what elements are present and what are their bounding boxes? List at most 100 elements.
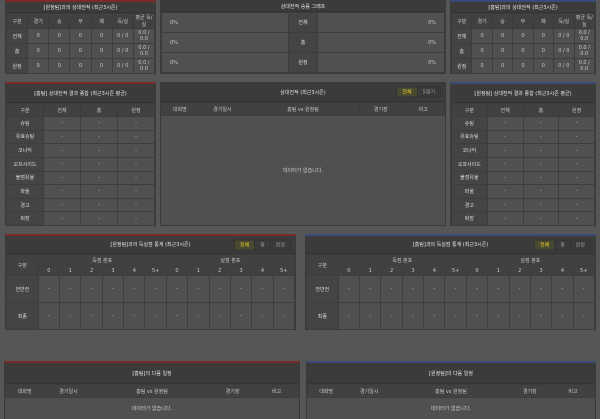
panel-title-text: [홈팀]의 다음 일정 [132,370,172,377]
cell: 최종 [6,302,39,330]
cell: 0 / 0 [553,43,575,59]
cell: - [208,275,231,303]
cell: - [80,170,118,186]
cell: 0.0 / 0.0 [132,58,156,74]
win-rate-graph-panel: 상대전적 승률 그래프 0% 전체 0% 0% 홈 0% 0% 원정 0% [160,0,446,74]
cell: - [558,184,595,199]
panel-title: 상대전적 승률 그래프 [161,1,445,12]
cell: - [558,143,595,158]
home-win-rate: 0% [160,12,290,33]
cell: 유효슈팅 [6,129,44,145]
tab-2[interactable]: 원정 [269,240,290,249]
group-header: 실점 분포 [465,254,596,266]
column-header: 구분 [450,13,473,29]
tab-1[interactable]: 홈 [554,240,570,249]
cell: - [43,143,81,158]
cell: - [465,302,489,330]
column-header: 경기 [471,13,493,29]
tab-2[interactable]: 원정 [569,240,590,249]
column-header: 평균 득/실 [573,13,596,29]
column-header: 경기장 [507,384,552,398]
table-row: 파울 - - - [451,184,595,199]
cell: 0.0 / 0.0 [573,28,596,44]
panel-title: [홈팀]의 다음 일정 [5,363,299,384]
cell: 슈팅 [451,116,488,131]
win-rate-row: 0% 홈 0% [160,32,446,53]
cell: 코너킥 [6,143,44,158]
home-next-schedule-panel: [홈팀]의 다음 일정 대회명 경기일시 홈팀 vs 원정팀 경기장 비고 데이터가 없습니… [4,361,300,419]
column-header: 대회명 [4,384,45,398]
cell: - [80,116,118,131]
table-row: 경고 - - - [6,197,155,213]
cell: - [558,116,595,131]
cell: - [508,302,531,330]
cell: - [486,116,524,131]
cell: 전체 [5,28,29,44]
cell: 0 [491,58,514,74]
goal-count-header: 3 [101,265,125,276]
cell: - [522,170,560,186]
cell: - [337,302,361,330]
filter-tabs: 전체 5경기 [396,86,441,98]
cell: - [486,211,524,226]
table-row: 슈팅 - - - [451,116,595,131]
row-label-header: 구분 [6,254,39,276]
away-summary-panel: [원정팀] 상대전적 결과 종합 (최근3시즌 평균) 구분 전체 홈 원정 슈팅 - - - 유… [450,82,596,226]
cell: - [43,197,81,213]
cell: - [522,184,560,199]
cell: 퇴장 [451,211,488,226]
cell: - [80,211,118,226]
panel-title: [원정팀]과의 득실점 통계 (최근3시즌) 전체 홈 원정 [6,236,295,254]
column-header: 대회명 [161,102,199,116]
cell: - [117,170,155,186]
cell: - [444,275,467,303]
cell: - [80,275,103,303]
h2h-matches-panel: 상대전적 (최근3시즌) 전체 5경기 대회명 경기일시 홈팀 vs 원정팀 경기장 비고 데이… [160,82,446,226]
away-win-rate: 0% [316,12,446,33]
goal-count-header: 1 [359,265,382,276]
tab-1[interactable]: 5경기 [416,87,440,97]
row-label: 전체 [288,12,318,33]
cell: - [572,302,596,330]
panel-title-text: [홈팀]과의 상대전적 (최근3시즌) [488,4,558,11]
cell: 0 [27,58,50,74]
cell: 원정 [5,58,29,74]
cell: 0 / 0 [111,28,134,44]
cell: - [522,129,560,145]
column-header: 패 [90,13,113,29]
tab-0[interactable]: 전체 [234,240,255,249]
table-row: 퇴장 - - - [451,211,595,226]
home-goals-panel: [홈팀]과의 득실점 통계 (최근3시즌) 전체 홈 원정 구분 득점 분포 실점 분포 0 1… [305,234,596,330]
cell: - [572,275,596,303]
table-row: 볼점유율 - - - [6,170,155,186]
table-row: 전체 0 0 0 0 0 / 0 0.0 / 0.0 [450,28,596,44]
column-header: 홈팀 vs 원정팀 [245,102,361,116]
tab-0[interactable]: 전체 [397,87,417,97]
cell: - [144,275,167,303]
cell: 최종 [306,302,339,330]
table-row: 최종 - - - - - - - - - - - - [6,302,296,330]
cell: - [423,275,446,303]
column-header: 패 [532,13,555,29]
goal-count-header: 4 [551,265,574,276]
cell: 원정 [450,58,473,74]
panel-title: [홈팀]과의 상대전적 (최근3시즌) [451,2,595,13]
goal-count-header: 3 [229,265,253,276]
cell: - [486,184,524,199]
column-header: 홈 [522,103,560,117]
column-header: 대회명 [306,384,346,398]
cell: 슈팅 [6,116,44,131]
table-row: 코너킥 - - - [451,143,595,158]
cell: - [380,302,403,330]
away-h2h-record-panel: [원정팀]과의 상대전적 (최근3시즌) 구분 경기 승 무 패 득/실 평균 득/실 전체 0 0… [5,0,156,74]
cell: - [208,302,231,330]
cell: 유효슈팅 [451,129,488,145]
cell: - [486,197,524,213]
goal-count-header: 5+ [572,265,596,276]
tab-1[interactable]: 홈 [254,240,270,249]
goal-count-header: 0 [37,265,61,276]
panel-title-text: [원정팀] 상대전적 결과 종합 (최근3시즌 평균) [474,90,572,97]
tab-0[interactable]: 전체 [534,240,555,249]
panel-title: [홈팀] 상대전적 결과 종합 (최근3시즌 평균) [6,84,155,103]
cell: 볼점유율 [6,170,44,186]
